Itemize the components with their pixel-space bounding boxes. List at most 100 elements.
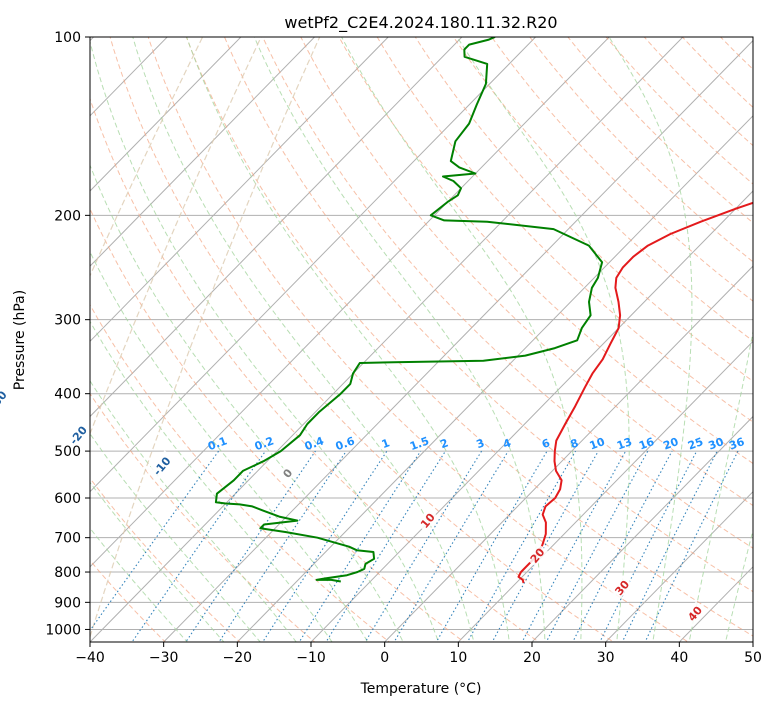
isotherm [236, 115, 753, 642]
y-tick-label: 800 [54, 565, 81, 581]
y-tick-label: 500 [54, 444, 81, 460]
mixing-ratio-label: 2 [438, 436, 450, 451]
moist-adiabat [608, 37, 693, 642]
mixing-ratio-label: 10 [588, 435, 607, 453]
line-labels: 0.10.20.40.611.52346810131620253036-100-… [0, 384, 747, 626]
x-tick-label: 10 [449, 650, 467, 666]
mixing-ratio-label: 8 [569, 436, 581, 451]
isotherm [90, 37, 537, 493]
mixing-ratio-label: 1.5 [408, 434, 431, 453]
moist-adiabat [90, 379, 297, 642]
mixing-ratio-line [644, 450, 739, 642]
mixing-ratio-label: 20 [661, 435, 680, 453]
isotherm [310, 190, 753, 642]
chart-title: wetPf2_C2E4.2024.180.11.32.R20 [284, 13, 557, 33]
isotherm [90, 37, 463, 418]
background-lines [90, 37, 753, 642]
mixing-ratio-line [90, 450, 220, 632]
dewpoint-profile [214, 37, 604, 583]
moist-adiabat [90, 39, 440, 642]
mixing-ratio-line [218, 450, 347, 642]
y-axis-label: Pressure (hPa) [12, 290, 28, 390]
mixing-ratio-label: 3 [475, 436, 487, 451]
dry-adiabat [300, 37, 753, 507]
moist-adiabat [90, 527, 188, 642]
dry-adiabat [90, 207, 465, 642]
y-tick-label: 1000 [45, 622, 81, 638]
y-tick-label: 900 [54, 595, 81, 611]
mixing-ratio-line [545, 450, 649, 642]
dry-adiabat [223, 37, 753, 593]
x-tick-label: −10 [296, 650, 326, 666]
y-tick-label: 600 [54, 491, 81, 507]
dry-adiabat [90, 477, 241, 642]
x-tick-label: −30 [149, 650, 179, 666]
mixing-ratio-label: 13 [615, 435, 634, 452]
mixing-ratio-label: 25 [686, 435, 705, 452]
x-tick-label: 0 [380, 650, 389, 666]
moist-adiabat [725, 528, 753, 642]
mixing-ratio-label: 0.4 [303, 434, 326, 453]
moist-adiabat [253, 37, 546, 642]
mixing-ratio-label: 1 [380, 436, 392, 451]
axes: −40 −30 −20 −10 0 10 20 30 40 5010020030040050060… [45, 30, 762, 666]
isotherm [90, 37, 610, 568]
mixing-ratio-label: 0.2 [253, 434, 276, 453]
mixing-ratio-line [466, 450, 577, 642]
mixing-ratio-label: 4 [501, 436, 513, 451]
dry-adiabat [376, 37, 753, 423]
mixing-ratio-line [262, 450, 388, 642]
dry-adiabat [490, 37, 753, 302]
mixing-ratio-label: 6 [540, 436, 552, 451]
dry-adiabat [338, 37, 753, 465]
x-tick-label: −20 [223, 650, 253, 666]
x-tick-label: 30 [597, 650, 615, 666]
y-tick-label: 700 [54, 531, 81, 547]
mixing-ratio-label: 0.1 [206, 434, 229, 453]
dry-adiabat [90, 559, 167, 642]
moist-adiabat [90, 481, 225, 642]
mixing-ratio-label: 36 [727, 435, 746, 453]
mixing-ratio-line [491, 450, 599, 642]
y-tick-label: 400 [54, 387, 81, 403]
moist-adiabat [456, 37, 630, 642]
y-tick-label: 300 [54, 313, 81, 329]
dry-adiabat-label-text: -30 [0, 388, 10, 412]
isotherm [604, 490, 753, 642]
dry-adiabat [262, 37, 753, 549]
dry-adiabat [452, 37, 753, 342]
x-axis-label: Temperature (°C) [360, 681, 482, 697]
x-tick-label: −40 [75, 650, 105, 666]
isotherm [90, 37, 389, 343]
plot-frame [89, 36, 754, 643]
mixing-ratio-line [185, 450, 316, 642]
profile-lines [214, 37, 753, 584]
moist-adiabat-label: 0 [275, 461, 299, 485]
y-tick-label: 100 [54, 30, 81, 46]
isotherm [90, 37, 242, 192]
isotherm [383, 265, 753, 642]
moist-adiabat [186, 37, 510, 642]
mixing-ratio-line [435, 450, 548, 642]
moist-adiabat [132, 37, 475, 642]
temperature-profile [517, 201, 753, 584]
mixing-ratio-line [393, 450, 509, 642]
moist-adiabat [90, 163, 404, 642]
mixing-ratio-label: 0.6 [334, 434, 357, 453]
x-tick-label: 40 [670, 650, 688, 666]
background-curve [90, 37, 321, 639]
mixing-ratio-line [325, 450, 446, 642]
x-tick-label: 50 [744, 650, 762, 666]
dry-adiabat [90, 303, 391, 642]
moist-adiabat [341, 37, 583, 642]
mixing-ratio-label: 30 [707, 435, 726, 453]
y-tick-label: 200 [54, 208, 81, 224]
mixing-ratio-line [364, 450, 483, 642]
isotherm [90, 37, 684, 642]
dry-adiabat [90, 392, 316, 642]
dry-adiabat [109, 37, 615, 642]
isotherm [457, 340, 753, 642]
isotherm [90, 37, 316, 267]
